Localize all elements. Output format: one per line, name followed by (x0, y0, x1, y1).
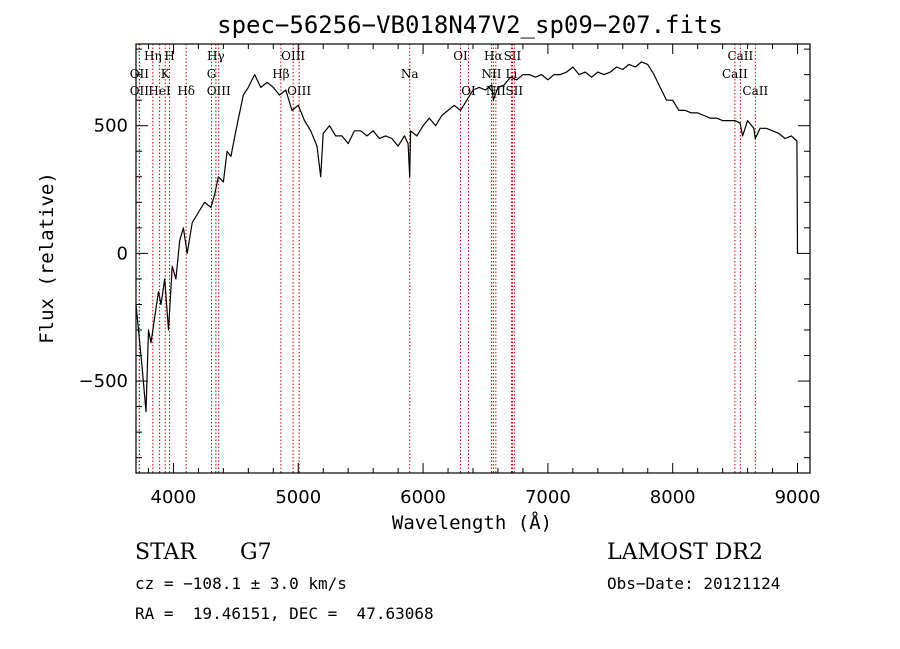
plot-frame (135, 43, 811, 474)
spectral-line-label: Hδ (177, 84, 195, 98)
x-axis-label: Wavelength (Å) (392, 511, 552, 534)
spectral-line-label: OIII (281, 49, 305, 63)
spectral-line-label: OII (130, 67, 150, 81)
x-tick-label: 5000 (275, 487, 321, 508)
spectral-line-markers: OII OII Hη HeI HK Hδ Hγ G OIII OIII Hβ OIII Na OI OI Hα… (130, 44, 768, 473)
spectral-line-label: OIII (207, 84, 231, 98)
spectral-line-label: Hη (144, 49, 162, 63)
y-tick-label: 500 (94, 116, 128, 137)
spectral-line-label: Hγ (207, 49, 225, 63)
x-tick-label: 4000 (151, 487, 197, 508)
spectral-line-label: Hα (484, 49, 503, 63)
spectral-line-label: CaII (722, 67, 748, 81)
spectral-line-label: OI (453, 49, 468, 63)
chart-title: spec−56256−VB018N47V2_sp09−207.fits (217, 11, 723, 39)
x-tick-label: 8000 (650, 487, 696, 508)
spectral-line-label: CaII (742, 84, 768, 98)
x-tick-label: 7000 (525, 487, 571, 508)
spectral-line-label: CaII (727, 49, 753, 63)
spectral-line-label: HeI (148, 84, 171, 98)
y-tick-label: −500 (79, 371, 128, 392)
spectral-subclass: G7 (240, 540, 272, 565)
survey-name: LAMOST DR2 (607, 540, 763, 565)
spectrum-series (135, 61, 799, 413)
redshift-cz: cz = −108.1 ± 3.0 km/s (135, 574, 347, 593)
spectral-line-label: NII (486, 84, 506, 98)
spectral-line-label: NII (481, 67, 501, 81)
spectral-line-label: OIII (287, 84, 311, 98)
y-axis-label: Flux (relative) (36, 172, 58, 344)
x-axis-ticks: 4000 5000 6000 7000 8000 9000 (147, 44, 821, 508)
observation-date: Obs−Date: 20121124 (607, 574, 781, 593)
spectral-line-label: Li (506, 67, 518, 81)
x-tick-label: 6000 (400, 487, 446, 508)
spectrum-line (135, 61, 799, 413)
coordinates: RA = 19.46151, DEC = 47.63068 (135, 604, 434, 623)
spectral-line-label: Na (401, 67, 419, 81)
object-type: STAR (135, 540, 196, 565)
spectral-line-label: SII (505, 84, 523, 98)
x-tick-label: 9000 (775, 487, 821, 508)
spectral-line-label: OI (461, 84, 476, 98)
spectral-line-label: G (207, 67, 217, 81)
spectral-line-label: Hβ (272, 67, 289, 81)
spectral-line-label: K (161, 67, 171, 81)
y-tick-label: 0 (117, 243, 128, 264)
spectral-line-label: OII (130, 84, 150, 98)
spectral-line-label: SII (504, 49, 522, 63)
y-axis-ticks: −500 0 500 (79, 48, 810, 459)
spectral-line-label: H (164, 49, 174, 63)
